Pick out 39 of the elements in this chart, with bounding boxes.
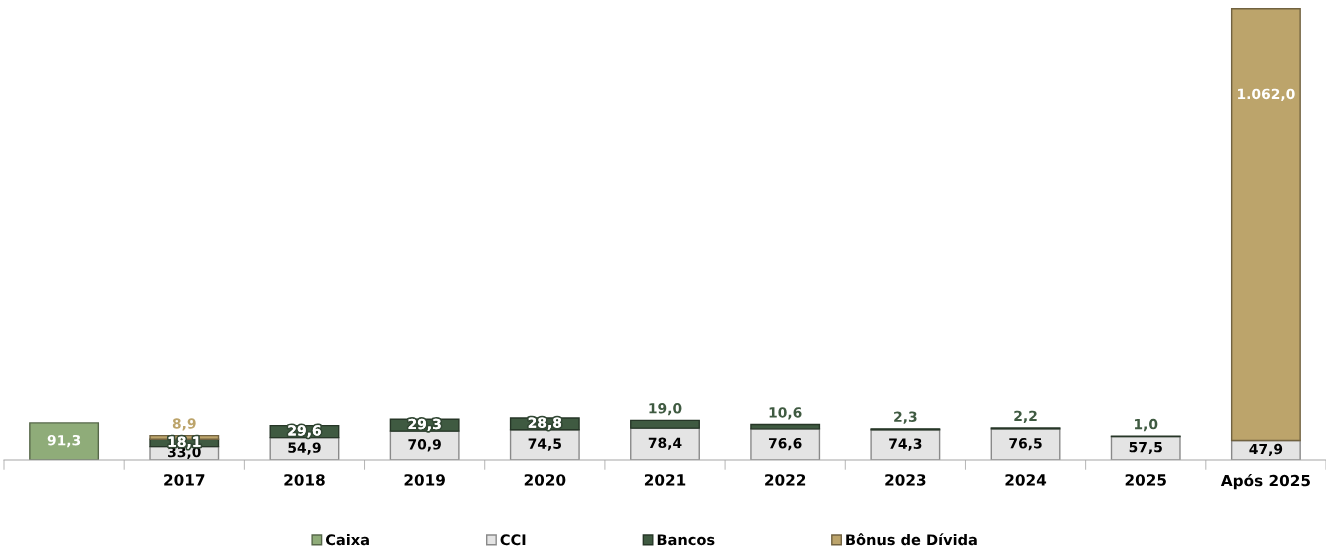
- data-label: 74,3: [889, 438, 922, 451]
- legend-label: Caixa: [325, 533, 369, 546]
- x-tick-label: 2020: [524, 474, 566, 486]
- data-label: 47,9: [1249, 443, 1283, 457]
- data-label: 29,6: [288, 425, 321, 438]
- data-label: 28,8: [528, 417, 562, 430]
- x-tick-label: Após 2025: [1220, 473, 1310, 490]
- data-label: 78,4: [648, 437, 682, 450]
- x-tick-label: 2017: [164, 474, 205, 486]
- data-label: 57,5: [1129, 442, 1162, 455]
- data-label: 8,9: [172, 418, 196, 431]
- data-label: 10,6: [769, 407, 802, 420]
- data-label: 1,0: [1134, 418, 1158, 432]
- data-label: 70,9: [408, 439, 441, 452]
- data-label: 91,3: [47, 434, 81, 448]
- x-tick-label: 2021: [644, 474, 686, 486]
- x-tick-label: 2024: [1005, 474, 1047, 486]
- x-tick-label: 2023: [885, 474, 926, 486]
- data-label: 74,5: [528, 438, 561, 451]
- bar: [750, 423, 821, 430]
- data-label: 19,0: [649, 403, 682, 416]
- legend-label: Bancos: [657, 534, 715, 546]
- x-tick-label: 2022: [765, 474, 806, 486]
- data-label: 2,2: [1014, 410, 1037, 423]
- data-label: 1.062,0: [1238, 88, 1295, 101]
- bar: [1230, 8, 1301, 442]
- data-label: 2,3: [894, 411, 917, 424]
- bar: [630, 419, 700, 429]
- bar: [29, 422, 100, 460]
- data-label: 54,9: [288, 442, 321, 455]
- x-tick-label: 2018: [284, 474, 325, 486]
- legend-label: Bônus de Dívida: [846, 533, 977, 546]
- data-label: 29,3: [408, 418, 441, 432]
- x-tick-label: 2019: [404, 474, 445, 486]
- data-label: 76,5: [1009, 437, 1042, 451]
- data-label: 76,6: [768, 437, 802, 451]
- x-tick-label: 2025: [1125, 474, 1166, 486]
- data-label: 18,1: [168, 436, 201, 449]
- legend-label: CCI: [500, 534, 526, 546]
